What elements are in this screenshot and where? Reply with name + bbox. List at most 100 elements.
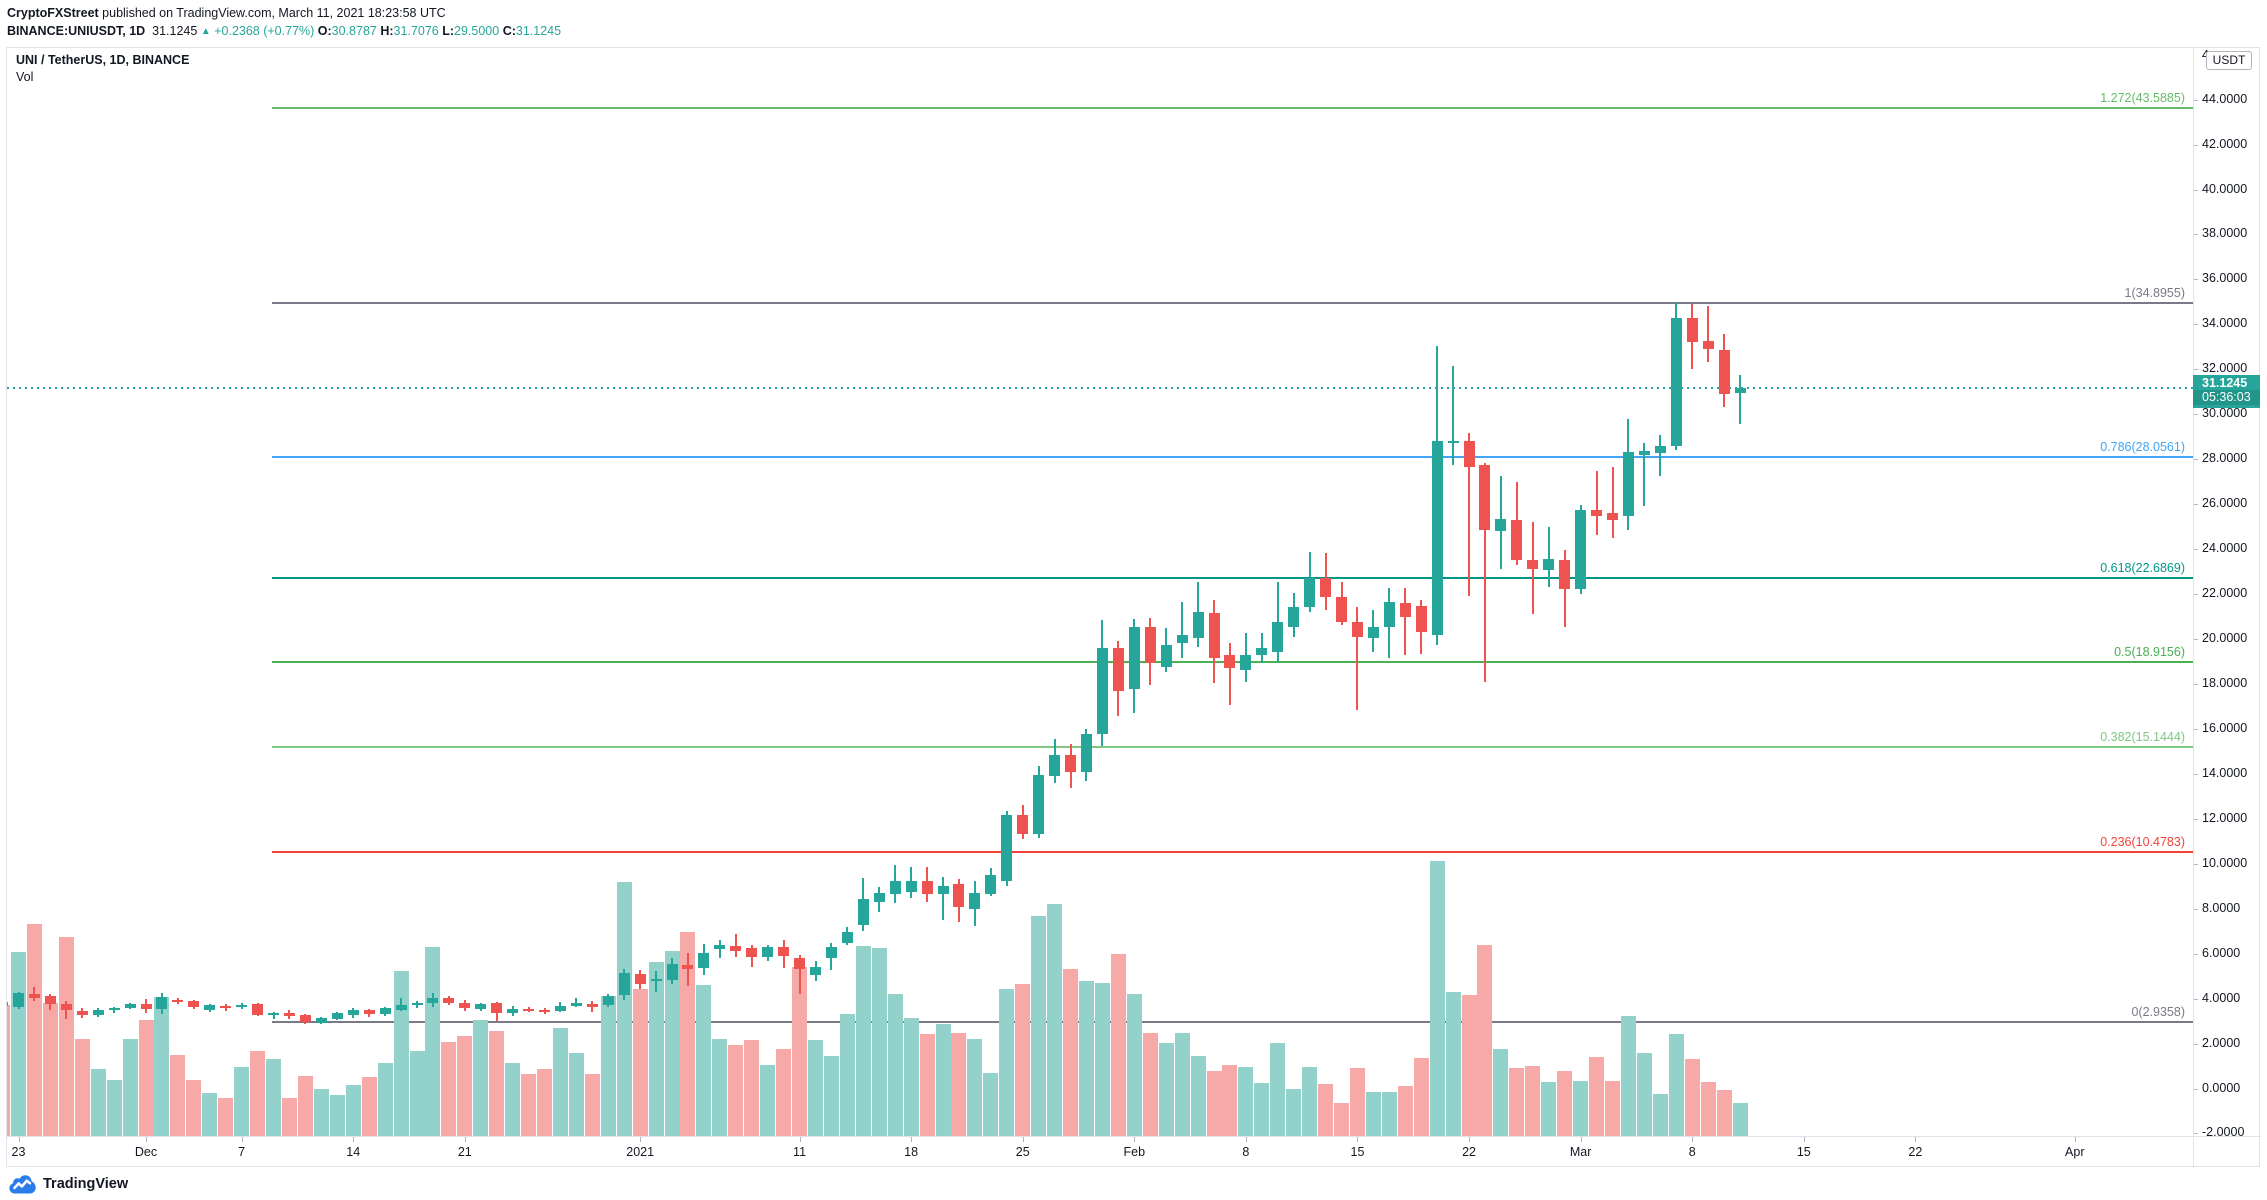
- volume-bar: [106, 1080, 122, 1136]
- attribution-line: CryptoFXStreet published on TradingView.…: [7, 6, 446, 20]
- volume-bar: [696, 985, 712, 1136]
- candle-body: [810, 966, 821, 975]
- volume-bar: [1078, 981, 1094, 1136]
- price-tick-mark: [2194, 863, 2198, 865]
- volume-bar: [1254, 1083, 1270, 1136]
- volume-bar: [1605, 1081, 1620, 1136]
- candle-body: [1686, 318, 1698, 342]
- candle-body: [108, 1008, 120, 1011]
- chart-frame: UNI / TetherUS, 1D, BINANCE Vol 1.272(43…: [6, 47, 2261, 1168]
- volume-bar: [1668, 1034, 1684, 1136]
- candle-body: [586, 1004, 598, 1008]
- candle-body: [1591, 509, 1603, 516]
- candle-body: [1144, 626, 1156, 664]
- volume-bar: [1190, 1056, 1206, 1136]
- time-tick-label: 23: [11, 1145, 26, 1159]
- volume-indicator-label: Vol: [16, 70, 34, 84]
- volume-bar: [584, 1074, 600, 1136]
- candle-wick: [1228, 643, 1231, 705]
- candle-wick: [942, 876, 945, 921]
- candle-body: [634, 973, 646, 985]
- time-tick-label: Apr: [2065, 1145, 2085, 1159]
- price-tick-label: 12.0000: [2202, 810, 2248, 825]
- volume-bar: [425, 947, 441, 1136]
- candle-body: [969, 892, 981, 910]
- volume-bar: [1525, 1066, 1541, 1136]
- volume-bar: [664, 951, 680, 1136]
- volume-bar: [1445, 992, 1461, 1136]
- price-tick-label: 30.0000: [2202, 406, 2248, 421]
- volume-bar: [74, 1039, 90, 1136]
- volume-bar: [1684, 1059, 1700, 1136]
- volume-bar: [1381, 1092, 1397, 1136]
- time-tick-label: 2021: [626, 1145, 655, 1159]
- volume-bar: [1094, 983, 1110, 1136]
- candle-body: [13, 992, 24, 1007]
- price-axis[interactable]: 4 USDT 31.1245 05:36:03 44.0000 42.0000 40…: [2193, 48, 2261, 1168]
- candle-body: [650, 978, 662, 981]
- ohlc-key: O:: [317, 24, 332, 38]
- volume-bar: [1620, 1016, 1636, 1136]
- volume-bar: [505, 1063, 521, 1136]
- volume-bar: [1509, 1068, 1525, 1136]
- candle-body: [268, 1013, 280, 1016]
- chart-plot-area[interactable]: UNI / TetherUS, 1D, BINANCE Vol 1.272(43…: [7, 48, 2193, 1136]
- candle-body: [28, 993, 40, 999]
- ohlc-value: 30.8787: [331, 24, 381, 38]
- price-tick-label: 24.0000: [2202, 541, 2248, 556]
- candle-body: [825, 947, 837, 959]
- price-tick-label: 6.0000: [2202, 945, 2241, 960]
- volume-bar: [1174, 1033, 1190, 1136]
- volume-bar: [537, 1069, 553, 1136]
- candle-body: [1702, 341, 1714, 349]
- volume-bar: [1222, 1065, 1238, 1136]
- symbol-readout-line: BINANCE:UNIUSDT, 1D 31.1245 ▲ +0.2368 (+…: [7, 24, 565, 38]
- candle-body: [1431, 441, 1443, 636]
- fib-level-line: [272, 455, 2193, 458]
- candle-body: [682, 964, 694, 970]
- volume-bar: [616, 882, 632, 1136]
- fib-level-label: 0.382(15.1444): [2100, 730, 2185, 745]
- volume-bar: [393, 971, 409, 1136]
- volume-bar: [138, 1020, 154, 1136]
- price-tick-mark: [2194, 639, 2198, 640]
- candle-body: [172, 999, 184, 1002]
- price-tick-mark: [2194, 773, 2198, 775]
- price-tick-mark: [2194, 1133, 2198, 1135]
- candle-body: [1033, 774, 1045, 834]
- volume-bar: [345, 1085, 361, 1136]
- volume-bar: [951, 1033, 967, 1136]
- time-tick-label: 21: [457, 1145, 472, 1159]
- time-tick-mark: [353, 1137, 355, 1142]
- volume-bar: [1286, 1089, 1302, 1136]
- price-tick-mark: [2194, 414, 2198, 416]
- candle-body: [1654, 446, 1666, 453]
- candle-body: [491, 1003, 503, 1014]
- change-up-arrow-icon: ▲: [200, 26, 211, 37]
- volume-bar: [1063, 969, 1079, 1136]
- volume-bar: [1365, 1092, 1381, 1136]
- candle-wick: [1739, 374, 1742, 425]
- volume-bar: [680, 932, 696, 1136]
- time-tick-label: 14: [346, 1145, 361, 1159]
- candle-body: [889, 881, 901, 894]
- volume-bar: [744, 1040, 760, 1136]
- candle-body: [252, 1003, 264, 1015]
- time-axis[interactable]: 23 Dec 7 14 21 2021 11 18 25 Feb 8 15 22 Mar 8 15 22 Apr: [7, 1137, 2193, 1168]
- volume-bar: [1573, 1081, 1589, 1136]
- volume-bar: [712, 1039, 728, 1136]
- volume-bar: [903, 1018, 919, 1136]
- tradingview-logo[interactable]: TradingView: [8, 1171, 128, 1197]
- candle-body: [794, 957, 806, 970]
- time-axis-separator: [7, 1136, 2261, 1137]
- last-price-readout: 31.1245: [152, 24, 198, 38]
- volume-bar: [1557, 1071, 1573, 1136]
- volume-bar: [792, 967, 808, 1136]
- volume-bar: [266, 1059, 282, 1136]
- price-tick-mark: [2194, 1088, 2198, 1090]
- time-tick-mark: [1357, 1137, 1359, 1142]
- volume-bar: [313, 1089, 329, 1136]
- tradingview-cloud-icon: [9, 1175, 36, 1194]
- candle-body: [459, 1002, 471, 1008]
- volume-bar: [473, 1020, 489, 1136]
